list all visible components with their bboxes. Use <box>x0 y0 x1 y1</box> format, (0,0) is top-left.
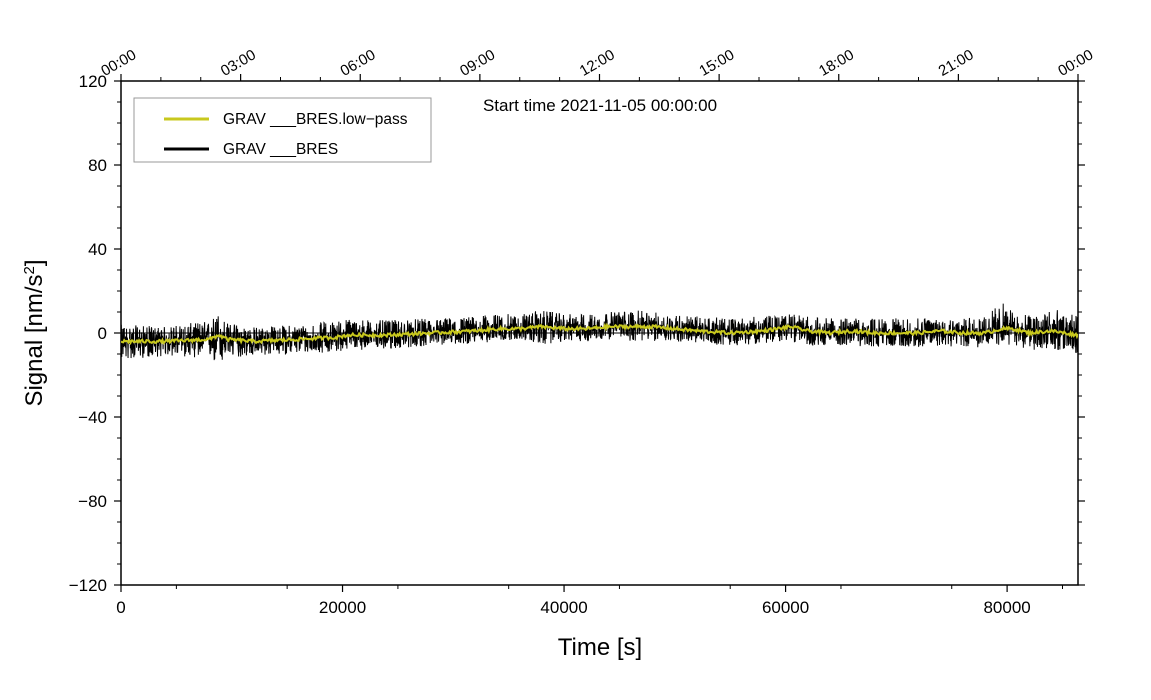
top-tick-label: 09:00 <box>457 46 498 79</box>
x-tick-label: 20000 <box>319 598 366 617</box>
y-tick-label: −120 <box>69 576 107 595</box>
top-tick-label: 00:00 <box>98 46 139 79</box>
x-tick-label: 80000 <box>983 598 1030 617</box>
y-tick-label: −80 <box>78 492 107 511</box>
top-tick-label: 00:00 <box>1055 46 1096 79</box>
top-tick-label: 15:00 <box>696 46 737 79</box>
x-axis-title: Time [s] <box>558 634 642 661</box>
top-tick-label: 03:00 <box>218 46 259 79</box>
series-lowpass-line <box>121 322 1078 346</box>
x-tick-label: 60000 <box>762 598 809 617</box>
top-tick-label: 12:00 <box>577 46 618 79</box>
legend-box <box>133 97 432 163</box>
legend: GRAV ___BRES.low−pass GRAV ___BRES <box>133 97 432 163</box>
y-tick-label: 120 <box>79 72 107 91</box>
legend-label-lowpass: GRAV ___BRES.low−pass <box>223 111 408 128</box>
x-tick-label: 40000 <box>540 598 587 617</box>
top-tick-label: 21:00 <box>936 46 977 79</box>
start-time-annotation: Start time 2021-11-05 00:00:00 <box>483 96 717 115</box>
y-tick-label: 40 <box>88 240 107 259</box>
y-tick-label: −40 <box>78 408 107 427</box>
x-tick-label: 0 <box>116 598 125 617</box>
series-layer <box>121 303 1078 361</box>
legend-label-raw: GRAV ___BRES <box>223 141 338 158</box>
top-tick-label: 18:00 <box>816 46 857 79</box>
y-tick-label: 0 <box>98 324 107 343</box>
y-tick-label: 80 <box>88 156 107 175</box>
series-raw-line <box>121 303 1078 361</box>
y-axis-title: Signal [nm/s2] <box>21 259 49 406</box>
top-tick-label: 06:00 <box>337 46 378 79</box>
